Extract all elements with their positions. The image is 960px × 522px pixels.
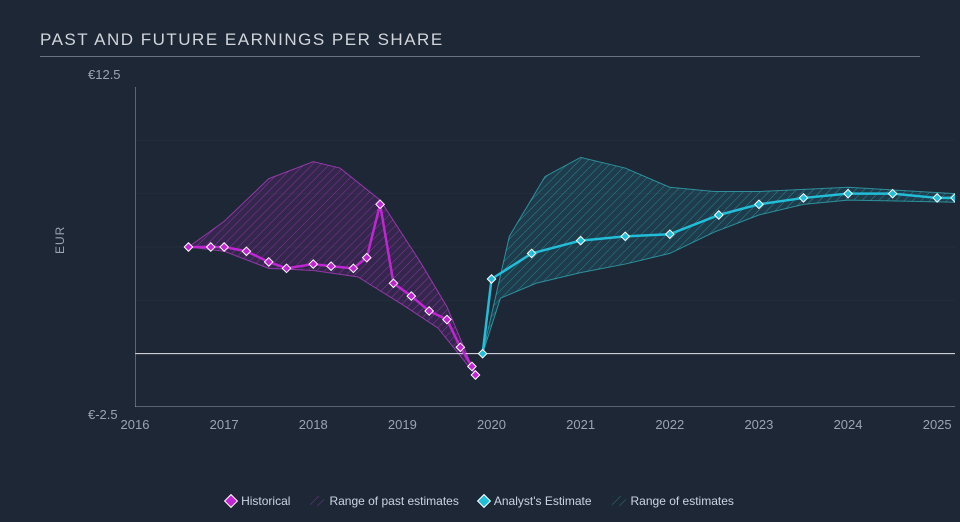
legend-estimate-range-label: Range of estimates	[631, 494, 734, 508]
chart-area: €12.5 EUR €-2.5 2016 2017 2018 2019 2020 2021…	[40, 67, 920, 447]
title-underline	[40, 56, 920, 57]
y-min-label: €-2.5	[88, 407, 118, 422]
diamond-icon	[477, 494, 491, 508]
y-axis-label: EUR	[53, 226, 67, 254]
x-tick-label: 2018	[299, 417, 328, 432]
legend-historical-range-label: Range of past estimates	[329, 494, 458, 508]
diamond-icon	[224, 494, 238, 508]
x-tick-label: 2019	[388, 417, 417, 432]
x-tick-label: 2017	[210, 417, 239, 432]
plot-svg	[135, 87, 955, 407]
legend-estimate-label: Analyst's Estimate	[494, 494, 592, 508]
x-tick-label: 2025	[923, 417, 952, 432]
chart-container: PAST AND FUTURE EARNINGS PER SHARE €12.5…	[0, 0, 960, 522]
legend-historical: Historical	[226, 494, 290, 508]
x-tick-label: 2022	[655, 417, 684, 432]
legend: Historical Range of past estimates Analy…	[0, 494, 960, 508]
legend-estimate: Analyst's Estimate	[479, 494, 592, 508]
x-tick-label: 2020	[477, 417, 506, 432]
x-tick-label: 2024	[834, 417, 863, 432]
legend-estimate-range: Range of estimates	[612, 494, 734, 508]
chart-title: PAST AND FUTURE EARNINGS PER SHARE	[40, 30, 920, 50]
legend-historical-range: Range of past estimates	[310, 494, 458, 508]
estimate-range-area	[483, 157, 955, 353]
x-tick-label: 2021	[566, 417, 595, 432]
hatch-icon	[612, 496, 626, 506]
hatch-icon	[310, 496, 324, 506]
x-tick-label: 2023	[744, 417, 773, 432]
legend-historical-label: Historical	[241, 494, 290, 508]
y-max-label: €12.5	[88, 67, 121, 82]
x-tick-label: 2016	[121, 417, 150, 432]
